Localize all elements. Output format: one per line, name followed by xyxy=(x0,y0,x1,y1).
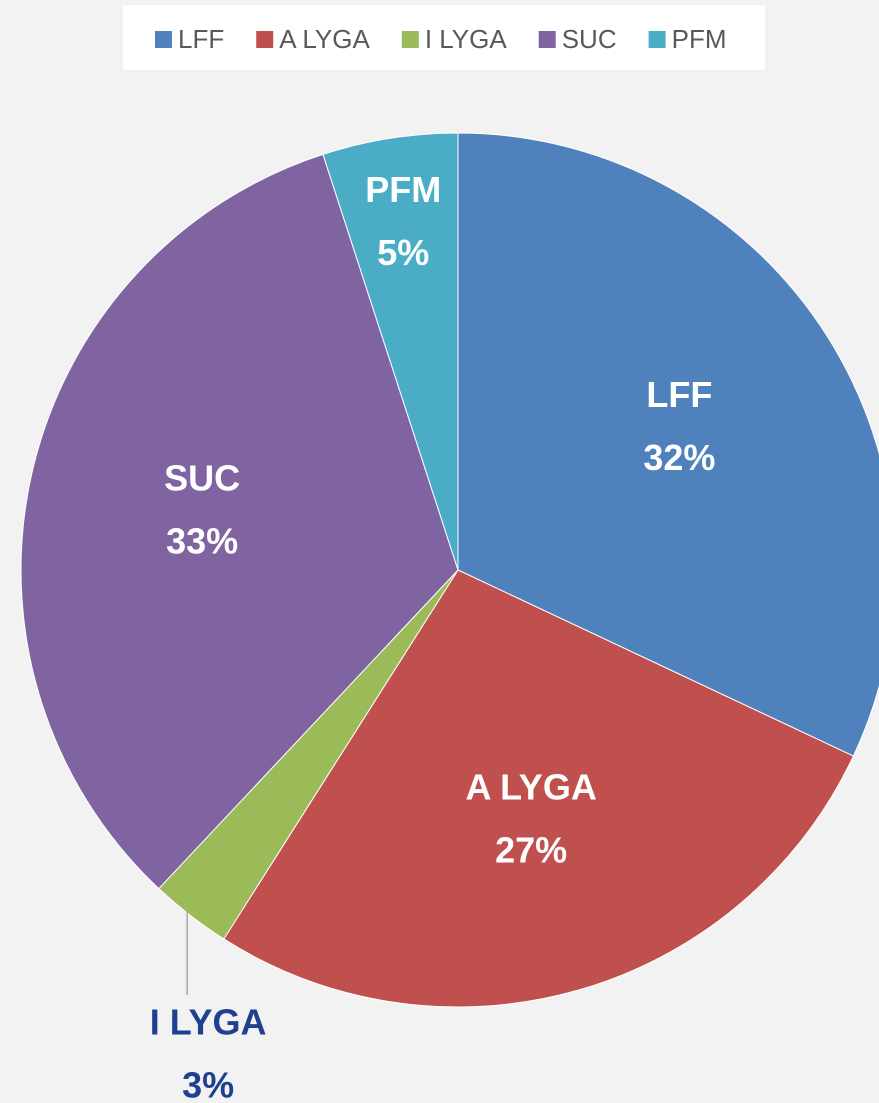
pie-slice xyxy=(457,132,879,757)
slice-value: 3% xyxy=(182,1065,234,1103)
legend-swatch xyxy=(401,31,419,48)
slice-name: PFM xyxy=(365,169,441,210)
slice-value: 5% xyxy=(377,232,429,273)
legend-label: I LYGA xyxy=(425,24,508,54)
legend: LFF A LYGA I LYGA SUC PFM xyxy=(155,24,727,54)
slice-name: LFF xyxy=(646,374,712,415)
legend-swatch xyxy=(648,31,666,48)
pie-slice xyxy=(20,153,459,890)
pie-slice xyxy=(223,569,855,1008)
legend-label: SUC xyxy=(562,24,617,54)
slice-name: SUC xyxy=(164,457,240,498)
legend-label: LFF xyxy=(178,24,224,54)
slice-value: 27% xyxy=(495,829,567,870)
legend-swatch xyxy=(155,31,172,48)
pie: LFF 32% A LYGA 27% I LYGA 3% SUC 33% PFM 5% xyxy=(20,132,879,1103)
slice-value: 32% xyxy=(643,437,715,478)
slice-name: A LYGA xyxy=(465,766,596,807)
slice-value: 33% xyxy=(166,520,238,561)
legend-swatch xyxy=(538,31,556,48)
legend-label: A LYGA xyxy=(279,24,370,54)
pie-slice xyxy=(322,132,459,571)
legend-swatch xyxy=(256,31,274,48)
legend-label: PFM xyxy=(672,24,727,54)
slice-name: I LYGA xyxy=(150,1002,267,1043)
